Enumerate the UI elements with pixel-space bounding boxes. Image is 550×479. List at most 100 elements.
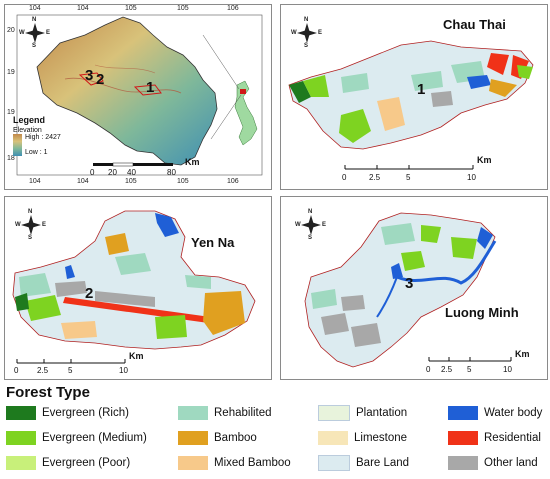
site-marker-1: 1: [146, 79, 155, 96]
scale-label: 2.5: [37, 366, 49, 375]
site-marker-3: 3: [85, 67, 94, 84]
legend-item: Evergreen (Medium): [6, 430, 147, 446]
scale-label: 10: [119, 366, 128, 375]
legend-item: Rehabilited: [178, 405, 272, 421]
legend-swatch: [448, 431, 478, 445]
scale-label: 10: [503, 365, 512, 374]
legend-swatch: [448, 456, 478, 470]
elevation-ramp: [13, 134, 22, 156]
north-label: N: [32, 17, 37, 23]
map-frame: [16, 14, 263, 176]
north-label: N: [28, 209, 33, 215]
vietnam-inset: [234, 80, 258, 146]
scale-label: 20: [108, 168, 117, 177]
legend-swatch: [178, 406, 208, 420]
legend-item: Water body: [448, 405, 542, 421]
legend-item: Evergreen (Rich): [6, 405, 129, 421]
overview-map-graphic: [16, 14, 263, 176]
west-label: W: [19, 30, 25, 36]
legend-label: Rehabilited: [214, 407, 272, 419]
scale-label: 0: [14, 366, 19, 375]
overview-map-panel: 104 104 105 105 106 104 104 105 105 106 …: [4, 4, 272, 190]
top-tick: 105: [125, 5, 137, 12]
scale-unit: Km: [185, 157, 200, 167]
legend-label: Bamboo: [214, 432, 257, 444]
north-label: N: [308, 209, 313, 215]
scale-label: 2.5: [369, 173, 381, 182]
east-label: E: [46, 30, 51, 36]
legend-label: Residential: [484, 432, 541, 444]
chau-thai-scale-bar: [344, 165, 474, 170]
left-tick: 19: [7, 109, 15, 116]
scale-label: 80: [167, 168, 176, 177]
scale-label: 5: [467, 365, 472, 374]
site-marker: 2: [85, 285, 94, 302]
scale-label: 5: [68, 366, 73, 375]
overview-north-arrow-icon: [25, 23, 45, 43]
top-tick: 105: [177, 5, 189, 12]
yen-na-north-arrow-icon: [21, 215, 41, 235]
site-marker: 1: [417, 81, 426, 98]
south-label: S: [28, 235, 33, 241]
legend-label: Water body: [484, 407, 543, 419]
south-label: S: [32, 43, 37, 49]
chau-thai-map-panel: Chau Thai 1 N S W E 0 2.5 5 10 Km: [280, 4, 548, 190]
east-label: E: [322, 222, 327, 228]
legend-subtitle: Elevation: [13, 127, 42, 134]
bottom-tick: 104: [29, 178, 41, 185]
chau-thai-north-arrow-icon: [297, 23, 317, 43]
left-tick: 18: [7, 155, 15, 162]
scale-label: 0: [426, 365, 431, 374]
legend-label: Plantation: [356, 407, 408, 419]
legend-label: Evergreen (Medium): [42, 432, 147, 444]
north-label: N: [304, 17, 309, 23]
elevation-legend: Legend Elevation High : 2427 Low : 1: [13, 115, 61, 156]
overview-scale-bar: [93, 162, 173, 167]
legend-label: Evergreen (Rich): [42, 407, 129, 419]
site-marker-2: 2: [96, 71, 105, 88]
luong-minh-north-arrow-icon: [301, 215, 321, 235]
legend-swatch: [318, 405, 350, 421]
luong-minh-scale-bar: [428, 357, 512, 362]
luong-minh-map-panel: Luong Minh 3 N S W E 0 2.5 5 10 Km: [280, 196, 548, 380]
top-tick: 106: [227, 5, 239, 12]
legend-item: Bamboo: [178, 430, 257, 446]
east-label: E: [42, 222, 47, 228]
east-label: E: [318, 30, 323, 36]
site-marker: 3: [405, 275, 414, 292]
chau-thai-map-graphic: [288, 23, 534, 170]
legend-item: Residential: [448, 430, 541, 446]
scale-label: 40: [127, 168, 136, 177]
legend-item: Other land: [448, 455, 538, 471]
top-tick: 104: [29, 5, 41, 12]
scale-label: 0: [90, 168, 95, 177]
west-label: W: [15, 222, 21, 228]
west-label: W: [295, 222, 301, 228]
legend-swatch: [6, 406, 36, 420]
legend-label: Bare Land: [356, 457, 410, 469]
left-tick: 20: [7, 27, 15, 34]
legend-label: Other land: [484, 457, 538, 469]
legend-label: Mixed Bamboo: [214, 457, 291, 469]
legend-item: Mixed Bamboo: [178, 455, 291, 471]
legend-swatch: [6, 431, 36, 445]
west-label: W: [291, 30, 297, 36]
panel-title: Luong Minh: [445, 305, 519, 320]
legend-item: Evergreen (Poor): [6, 455, 130, 471]
luong-minh-map-graphic: [301, 212, 512, 368]
panel-title: Yen Na: [191, 235, 235, 250]
legend-item: Bare Land: [318, 455, 409, 471]
legend-swatch: [318, 431, 348, 445]
scale-unit: Km: [129, 351, 144, 361]
scale-label: 0: [342, 173, 347, 182]
scale-label: 10: [467, 173, 476, 182]
panel-title: Chau Thai: [443, 17, 506, 32]
south-label: S: [308, 235, 313, 241]
bottom-tick: 104: [77, 178, 89, 185]
left-tick: 19: [7, 69, 15, 76]
legend-swatch: [6, 456, 36, 470]
legend-item: Plantation: [318, 405, 407, 421]
legend-label: Evergreen (Poor): [42, 457, 131, 469]
legend-item: Limestone: [318, 430, 407, 446]
forest-type-legend-title: Forest Type: [6, 384, 90, 401]
